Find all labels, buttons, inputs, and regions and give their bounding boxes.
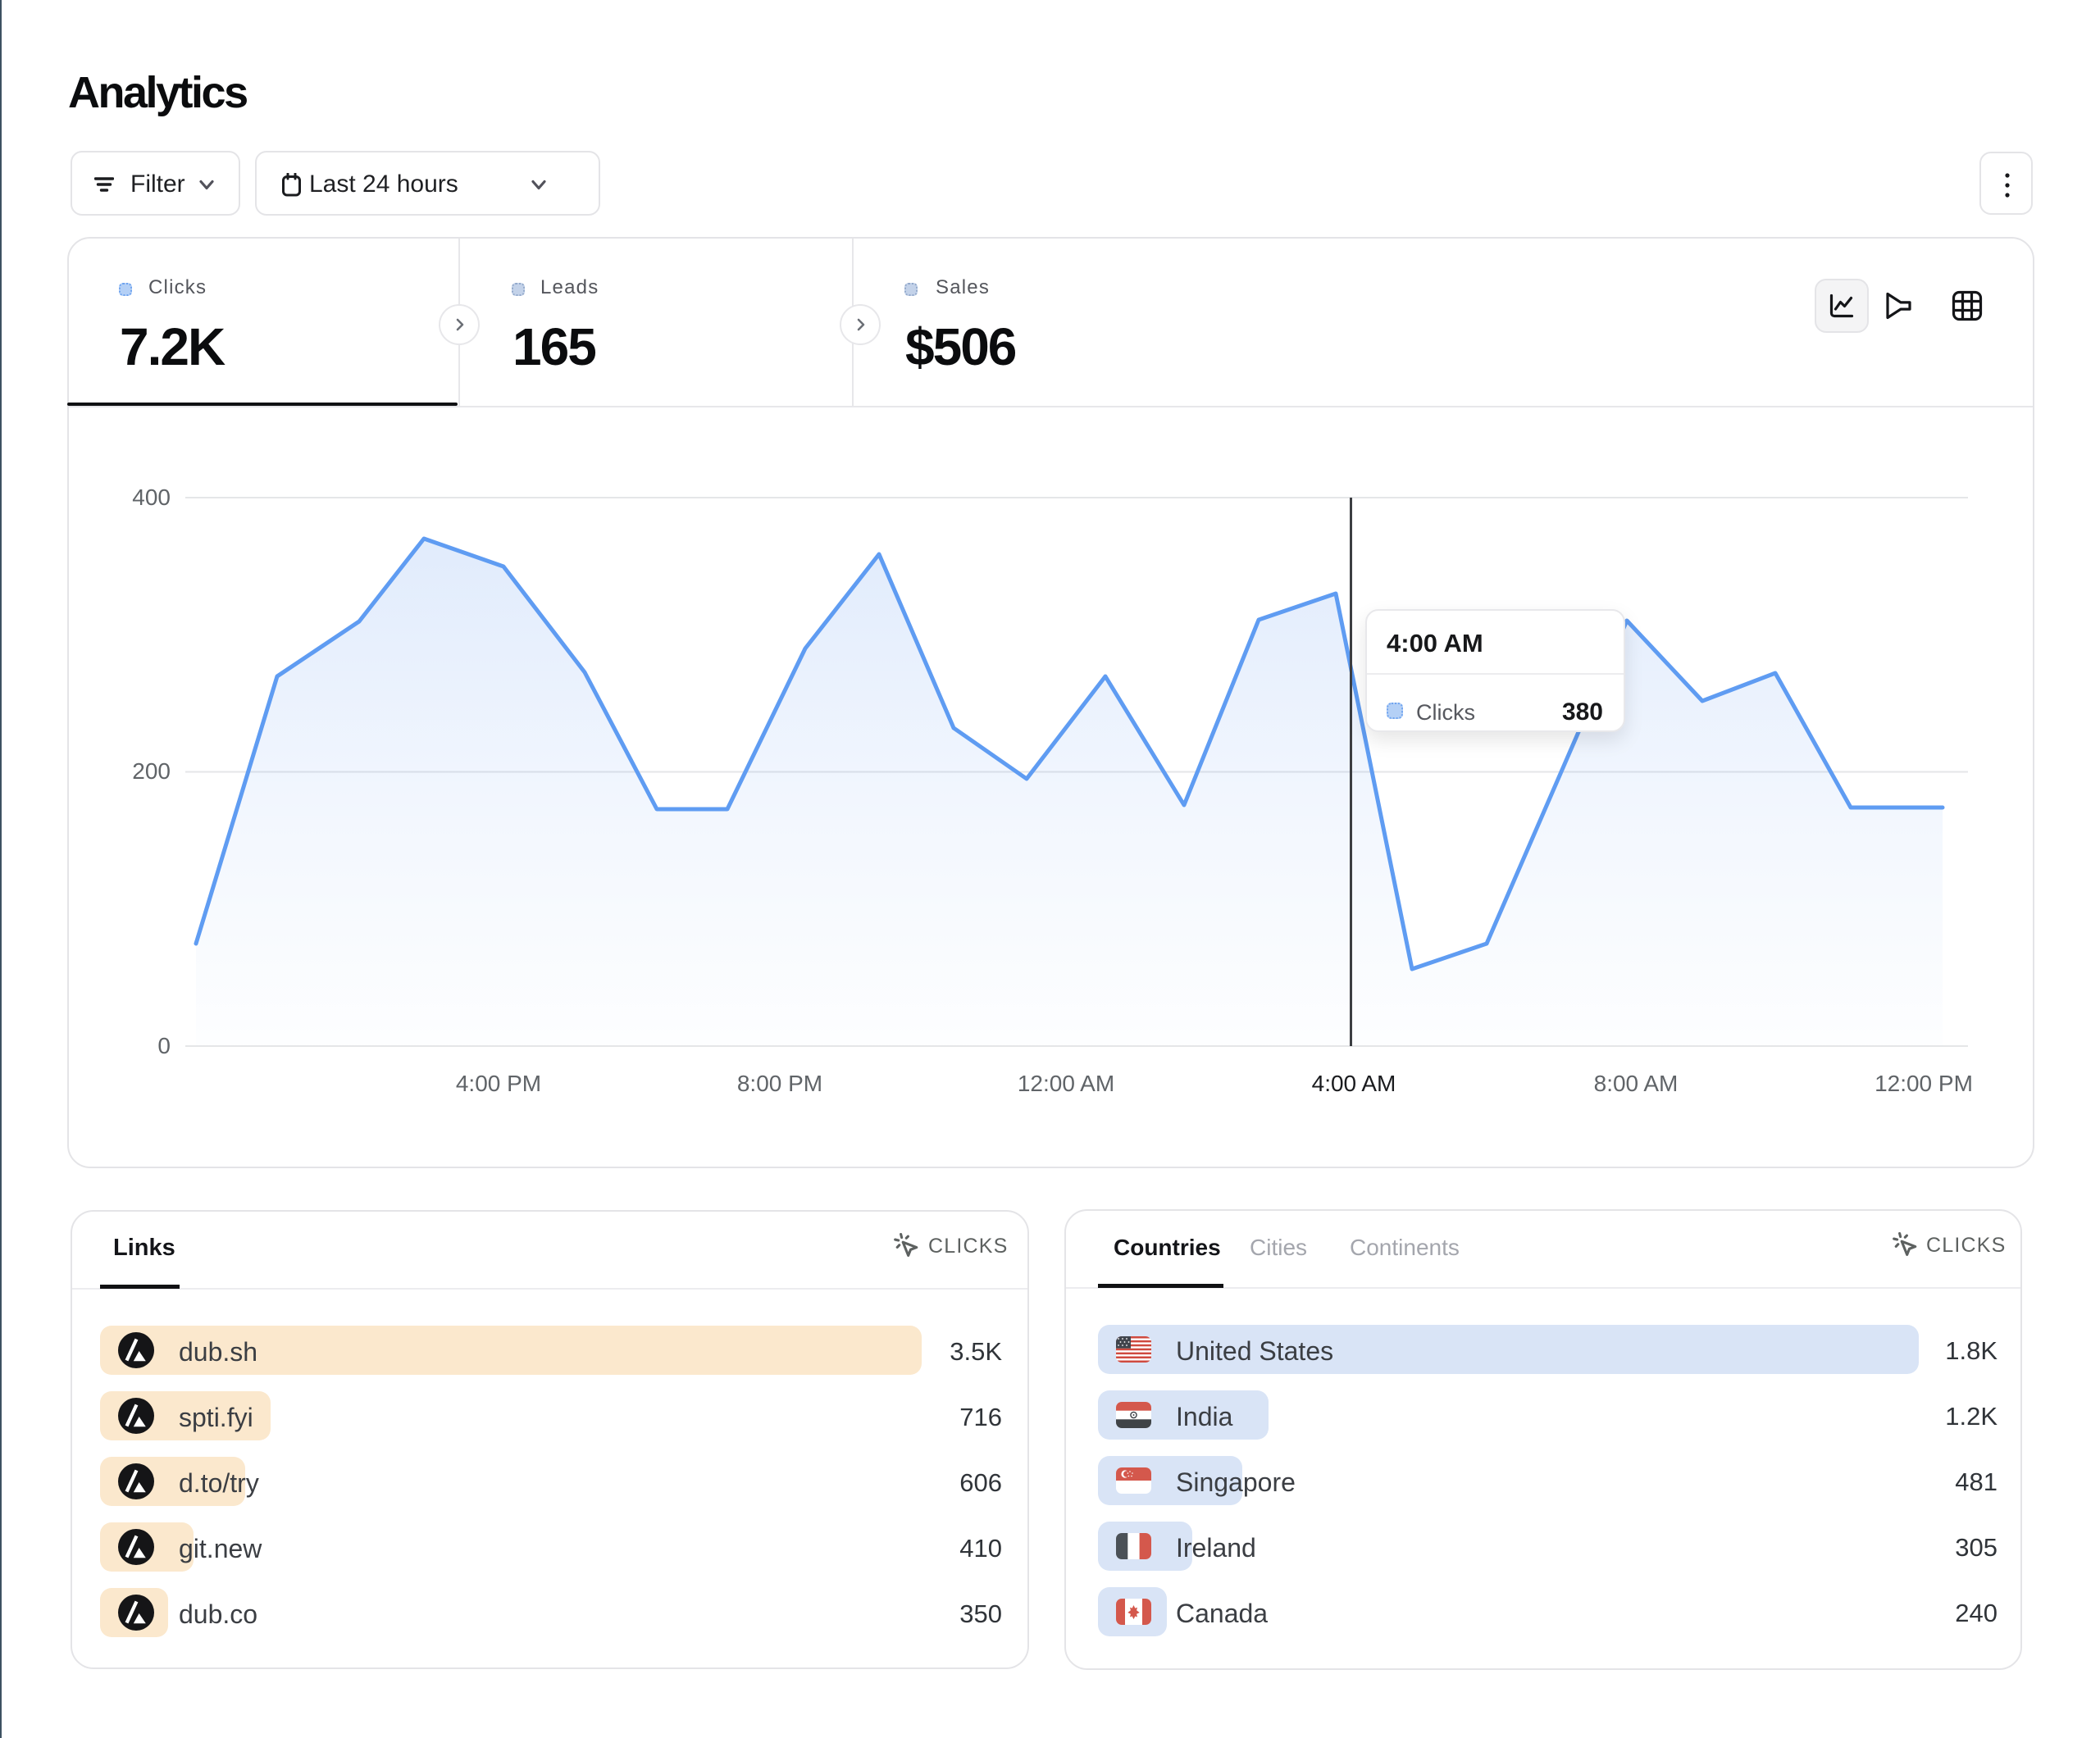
svg-text:400: 400	[132, 485, 171, 510]
svg-text:200: 200	[132, 758, 171, 784]
svg-text:8:00 PM: 8:00 PM	[737, 1071, 822, 1096]
svg-text:0: 0	[157, 1033, 171, 1058]
svg-text:12:00 PM: 12:00 PM	[1875, 1071, 1973, 1096]
svg-text:4:00 PM: 4:00 PM	[456, 1071, 541, 1096]
svg-text:4:00 AM: 4:00 AM	[1312, 1071, 1396, 1096]
svg-text:12:00 AM: 12:00 AM	[1018, 1071, 1114, 1096]
svg-text:8:00 AM: 8:00 AM	[1594, 1071, 1679, 1096]
